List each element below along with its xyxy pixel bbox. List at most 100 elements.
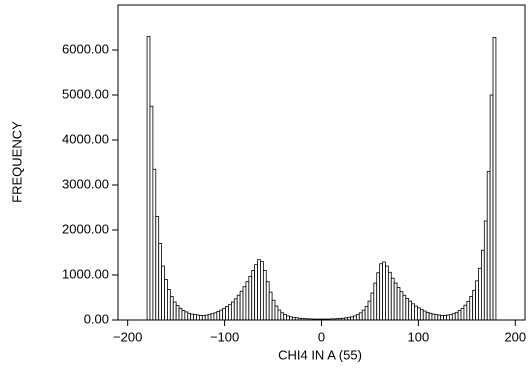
bar xyxy=(164,279,168,321)
bar xyxy=(382,261,386,321)
bar xyxy=(228,304,232,321)
x-tick-label: −100 xyxy=(210,329,239,344)
bar xyxy=(408,300,413,321)
bar xyxy=(146,36,151,321)
bar xyxy=(414,305,418,321)
bar xyxy=(437,314,442,321)
bar xyxy=(283,314,288,321)
bar xyxy=(460,307,465,321)
bar xyxy=(472,289,476,321)
bar xyxy=(376,272,381,321)
bar xyxy=(222,307,226,321)
y-tick-label: 2000.00 xyxy=(62,221,109,236)
bar xyxy=(271,299,276,321)
bar xyxy=(161,265,165,321)
bar xyxy=(169,296,174,321)
y-tick-label: 0.00 xyxy=(84,311,109,326)
bar xyxy=(149,105,154,321)
bar xyxy=(466,301,471,321)
bar xyxy=(379,263,383,321)
bar xyxy=(172,301,177,321)
bar xyxy=(390,277,395,321)
bar xyxy=(446,314,450,321)
bar xyxy=(190,313,194,321)
bar xyxy=(419,309,424,321)
bar xyxy=(245,281,250,321)
bar xyxy=(353,315,357,321)
y-tick-label: 5000.00 xyxy=(62,86,109,101)
bar xyxy=(358,312,363,321)
bar xyxy=(361,309,366,321)
bar xyxy=(480,249,485,321)
bar xyxy=(457,310,462,321)
bar xyxy=(175,305,180,321)
bar xyxy=(402,294,407,321)
bar xyxy=(277,309,282,321)
bar xyxy=(204,314,209,321)
x-axis-label: CHI4 IN A (55) xyxy=(278,347,362,362)
y-tick-label: 6000.00 xyxy=(62,41,109,56)
bar xyxy=(387,271,392,321)
bar xyxy=(152,168,157,321)
bar xyxy=(274,305,279,321)
bar xyxy=(355,314,360,321)
bar xyxy=(184,311,189,321)
bar xyxy=(364,306,369,321)
bar xyxy=(187,312,192,321)
bar xyxy=(483,220,488,321)
bar xyxy=(236,294,241,321)
x-tick-label: 0 xyxy=(318,329,325,344)
bar xyxy=(201,315,206,321)
bar xyxy=(260,261,264,321)
bar xyxy=(425,311,430,321)
bar xyxy=(428,312,433,321)
bar xyxy=(196,314,200,321)
bar xyxy=(207,314,212,321)
bar xyxy=(440,315,445,321)
bar xyxy=(158,243,163,321)
bar xyxy=(469,296,474,321)
y-tick-label: 1000.00 xyxy=(62,266,109,281)
bar xyxy=(248,275,253,321)
bar xyxy=(373,282,378,321)
x-tick-label: 200 xyxy=(504,329,526,344)
bar xyxy=(286,315,290,321)
bar xyxy=(399,291,404,321)
bar xyxy=(155,216,160,321)
bar xyxy=(257,259,261,321)
x-tick-label: −200 xyxy=(113,329,142,344)
y-tick-label: 4000.00 xyxy=(62,131,109,146)
bar xyxy=(417,307,421,321)
bar xyxy=(478,267,482,321)
bar xyxy=(449,314,453,321)
bar xyxy=(225,306,229,321)
bar xyxy=(268,291,273,321)
bar xyxy=(178,307,183,321)
bar xyxy=(492,37,497,321)
bar xyxy=(216,311,221,321)
bar xyxy=(451,313,456,321)
bar xyxy=(486,171,491,321)
bar xyxy=(230,301,235,321)
bar xyxy=(422,310,427,321)
bar xyxy=(489,94,494,321)
bar xyxy=(239,290,244,321)
bar xyxy=(193,314,197,321)
bar xyxy=(396,287,401,321)
bar xyxy=(370,292,375,321)
plot-frame xyxy=(117,4,526,321)
bar xyxy=(233,298,238,321)
bar xyxy=(463,304,468,321)
bar xyxy=(181,310,186,321)
bar xyxy=(280,312,285,321)
bar xyxy=(265,281,270,321)
bar xyxy=(367,300,372,321)
bar xyxy=(475,280,479,321)
bar xyxy=(242,286,247,321)
bar xyxy=(434,314,439,321)
bar xyxy=(210,313,215,321)
bar xyxy=(251,270,256,321)
bar xyxy=(405,297,410,321)
bar xyxy=(443,315,447,321)
